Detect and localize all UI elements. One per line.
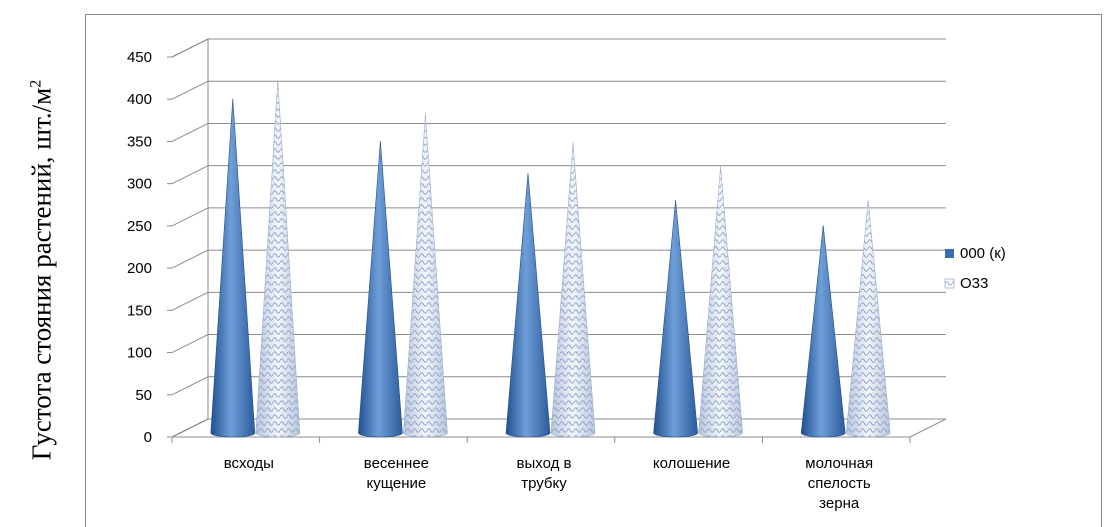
x-category-label: выход в трубку [517, 455, 572, 492]
cone-hatch [551, 142, 595, 438]
gridline-side [171, 122, 209, 142]
y-tick-label: 150 [127, 302, 152, 319]
y-tick-label: 350 [127, 133, 152, 150]
cone-series-000k [358, 140, 403, 438]
gridline-side [171, 376, 209, 396]
x-category-label: молочная спелость зерна [805, 455, 873, 512]
cone-series-000k [505, 172, 551, 438]
gridline-side [171, 38, 209, 58]
y-tick-label: 0 [144, 429, 152, 446]
y-tick-label: 300 [127, 176, 152, 193]
x-category-label: весеннее кущение [364, 455, 429, 492]
chart-frame [85, 14, 1102, 527]
gridline-side [171, 418, 209, 438]
y-tick-label: 200 [127, 260, 152, 277]
gridline-side [171, 165, 209, 185]
gridline-side [171, 207, 209, 227]
cone-series-000k [800, 225, 846, 438]
y-tick-label: 100 [127, 345, 152, 362]
cone-hatch [403, 113, 448, 437]
gridline-side [171, 334, 209, 354]
legend-swatch-o33-pattern [945, 279, 954, 288]
legend-label-o33: О33 [960, 275, 988, 292]
x-category-label: колошение [653, 455, 730, 472]
side-wall [171, 38, 209, 438]
y-tick-label: 450 [127, 49, 152, 66]
gridline-side [171, 291, 209, 311]
y-tick-label: 250 [127, 218, 152, 235]
y-tick-label: 400 [127, 91, 152, 108]
x-category-label: всходы [224, 455, 274, 472]
legend-swatch-000k [945, 249, 954, 258]
cone-series-000k [653, 199, 698, 438]
gridline-side [171, 80, 209, 100]
gridline-side [171, 249, 209, 269]
cone-hatch [698, 166, 743, 437]
cone-hatch [255, 80, 300, 437]
cone-series-000k [210, 98, 256, 438]
legend-label-000k: 000 (к) [960, 245, 1006, 262]
y-tick-label: 50 [135, 387, 152, 404]
cone-hatch [846, 200, 891, 437]
